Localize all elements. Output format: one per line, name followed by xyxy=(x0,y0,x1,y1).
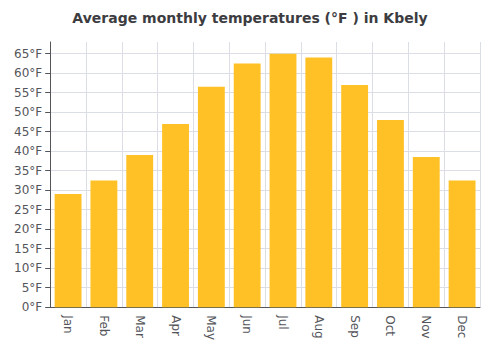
svg-text:Apr: Apr xyxy=(169,315,183,336)
svg-text:45°F: 45°F xyxy=(14,125,42,139)
svg-text:Mar: Mar xyxy=(133,315,147,338)
svg-text:5°F: 5°F xyxy=(22,281,43,295)
svg-text:Aug: Aug xyxy=(312,315,326,338)
svg-text:Nov: Nov xyxy=(419,315,433,338)
svg-text:Dec: Dec xyxy=(455,315,469,338)
svg-text:Oct: Oct xyxy=(383,315,397,336)
svg-text:25°F: 25°F xyxy=(14,203,42,217)
svg-text:Jan: Jan xyxy=(61,314,75,334)
svg-text:Jun: Jun xyxy=(240,314,254,334)
svg-text:65°F: 65°F xyxy=(14,47,42,61)
svg-text:35°F: 35°F xyxy=(14,164,42,178)
svg-text:30°F: 30°F xyxy=(14,183,42,197)
svg-text:10°F: 10°F xyxy=(14,261,42,275)
svg-text:55°F: 55°F xyxy=(14,86,42,100)
svg-text:20°F: 20°F xyxy=(14,222,42,236)
svg-text:Jul: Jul xyxy=(276,314,290,329)
svg-text:60°F: 60°F xyxy=(14,66,42,80)
svg-text:Average monthly temperatures (: Average monthly temperatures (°F ) in Kb… xyxy=(72,10,427,26)
svg-text:15°F: 15°F xyxy=(14,242,42,256)
svg-text:May: May xyxy=(204,315,218,340)
svg-text:0°F: 0°F xyxy=(22,300,43,314)
svg-text:40°F: 40°F xyxy=(14,144,42,158)
svg-text:Feb: Feb xyxy=(97,315,111,336)
svg-text:Sep: Sep xyxy=(348,315,362,338)
svg-text:50°F: 50°F xyxy=(14,105,42,119)
